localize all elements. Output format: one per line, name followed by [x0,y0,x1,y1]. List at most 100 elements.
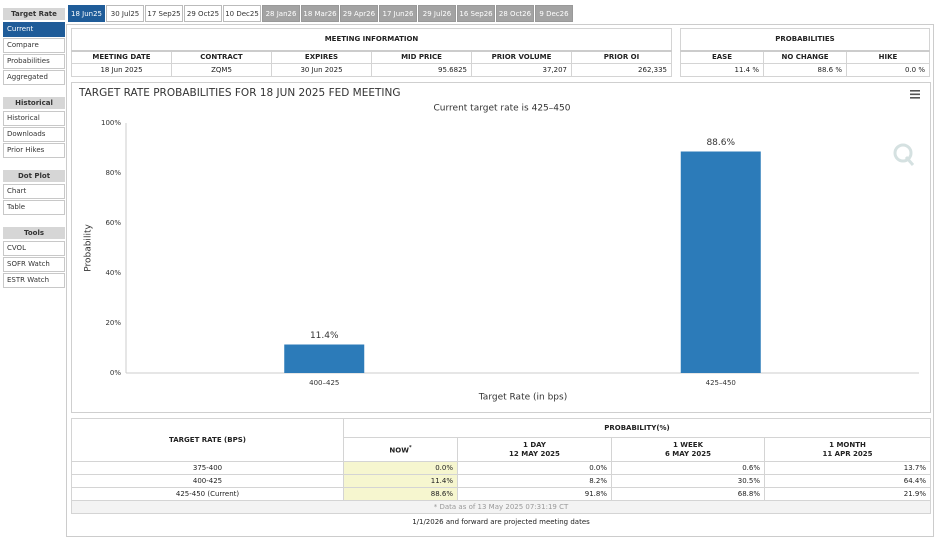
column-group-header: PROBABILITY(%) [343,418,931,438]
column-header: EXPIRES [271,50,372,64]
y-tick-label: 20% [105,319,121,327]
meeting-tab[interactable]: 10 Dec25 [223,5,261,22]
title-row: MEETING INFORMATION [71,28,672,52]
meeting-tab[interactable]: 28 Oct26 [496,5,534,22]
column-header: 1 DAY 12 MAY 2025 [457,437,612,462]
column-header: PRIOR OI [571,50,672,64]
title-row: PROBABILITIES [680,28,930,52]
column-header: TARGET RATE (BPS) [71,418,344,462]
column-header: HIKE [846,50,930,64]
chart-box: TARGET RATE PROBABILITIES FOR 18 JUN 202… [71,82,931,413]
sidebar-link[interactable]: Historical [3,111,65,126]
sidebar-link[interactable]: Prior Hikes [3,143,65,158]
header-text: 1 DAY [523,440,546,449]
table-cell: 21.9% [764,487,931,501]
table-cell: 91.8% [457,487,612,501]
meeting-tab[interactable]: 29 Jul26 [418,5,456,22]
sidebar-heading: Dot Plot [3,170,65,182]
watermark [893,143,915,166]
meeting-tab[interactable]: 9 Dec26 [535,5,573,22]
meeting-tab[interactable]: 29 Apr26 [340,5,378,22]
table-cell: 95.6825 [371,63,472,77]
main-panel [66,24,934,537]
sidebar-link[interactable]: Aggregated [3,70,65,85]
table-cell: 11.4 % [680,63,764,77]
sidebar-link[interactable]: Compare [3,38,65,53]
header-text: 1 MONTH [829,440,866,449]
data-row: 425-450 (Current) 88.6% 91.8% 68.8% 21.9% [71,487,931,501]
table-cell: ZQM5 [171,63,272,77]
table-cell: 0.0 % [846,63,930,77]
chart-title: TARGET RATE PROBABILITIES FOR 18 JUN 202… [78,87,401,99]
header-date: 6 MAY 2025 [664,449,711,458]
y-tick-label: 100% [101,119,121,127]
table-title: PROBABILITIES [680,28,930,52]
column-header: PRIOR VOLUME [471,50,572,64]
header-date: 12 MAY 2025 [509,449,560,458]
meeting-tab[interactable]: 16 Sep26 [457,5,495,22]
meeting-tab[interactable]: 18 Mar26 [301,5,339,22]
table-cell: 375-400 [71,461,344,475]
data-row: 400-425 11.4% 8.2% 30.5% 64.4% [71,474,931,488]
meeting-tab[interactable]: 28 Jan26 [262,5,300,22]
sidebar-link[interactable]: Downloads [3,127,65,142]
y-axis-label: Probability [84,224,94,272]
table-cell: 400-425 [71,474,344,488]
meeting-tab[interactable]: 30 Jul25 [106,5,144,22]
header-date: 11 APR 2025 [822,449,873,458]
column-header: NOW* [343,437,458,462]
header-text: NOW [389,446,409,455]
sidebar-link[interactable]: CVOL [3,241,65,256]
x-tick-label: 425–450 [706,379,736,387]
x-tick-label: 400–425 [309,379,339,387]
value-row: 18 Jun 2025 ZQM5 30 Jun 2025 95.6825 37,207 2… [71,63,672,77]
menu-icon[interactable] [910,90,920,99]
header-row: EASE NO CHANGE HIKE [680,50,930,64]
header-text: 1 WEEK [672,440,704,449]
table-cell: 30 Jun 2025 [271,63,372,77]
sidebar: Target Rate Current Compare Probabilities Ag… [3,5,65,289]
group-row: TARGET RATE (BPS) PROBABILITY(%) [71,418,931,462]
table-cell: 0.0% [457,461,612,475]
table-cell: 37,207 [471,63,572,77]
table-cell: 88.6 % [763,63,847,77]
meeting-tab[interactable]: 17 Jun26 [379,5,417,22]
meeting-tab[interactable]: 29 Oct25 [184,5,222,22]
column-header: MEETING DATE [71,50,172,64]
column-header: MID PRICE [371,50,472,64]
sidebar-link[interactable]: Probabilities [3,54,65,69]
bar [284,344,365,373]
meeting-tab[interactable]: 18 Jun25 [68,5,105,22]
y-tick-label: 0% [110,369,121,377]
meeting-info-table: MEETING INFORMATION MEETING DATE CONTRACT E… [71,28,672,77]
chart: TARGET RATE PROBABILITIES FOR 18 JUN 202… [78,87,920,403]
meeting-tab[interactable]: 17 Sep25 [145,5,183,22]
note-row: * Data as of 13 May 2025 07:31:19 CT [71,500,931,514]
footer-row: 1/1/2026 and forward are projected meeti… [72,514,931,530]
x-axis-label: Target Rate (in bps) [478,393,567,403]
y-tick-label: 40% [105,269,121,277]
column-header: EASE [680,50,764,64]
column-header: CONTRACT [171,50,272,64]
sidebar-link[interactable]: Chart [3,184,65,199]
table-cell: 13.7% [764,461,931,475]
table-cell: 68.8% [611,487,765,501]
sidebar-heading: Target Rate [3,8,65,20]
sidebar-heading: Tools [3,227,65,239]
column-header: 1 WEEK 6 MAY 2025 [611,437,765,462]
table-cell: 30.5% [611,474,765,488]
sidebar-link[interactable]: Current [3,22,65,37]
y-tick-label: 60% [105,219,121,227]
table-cell: 8.2% [457,474,612,488]
header-row: NOW* 1 DAY 12 MAY 2025 1 WEEK 6 MAY 2025 1 MO… [72,437,931,462]
sidebar-link[interactable]: Table [3,200,65,215]
sidebar-link[interactable]: SOFR Watch [3,257,65,272]
table-title: MEETING INFORMATION [71,28,672,52]
table-cell: 262,335 [571,63,672,77]
bar [680,151,761,373]
table-cell: 11.4% [343,474,458,488]
data-label: 88.6% [706,138,735,148]
value-row: 11.4 % 88.6 % 0.0 % [680,63,930,77]
sidebar-link[interactable]: ESTR Watch [3,273,65,288]
column-header: NO CHANGE [763,50,847,64]
